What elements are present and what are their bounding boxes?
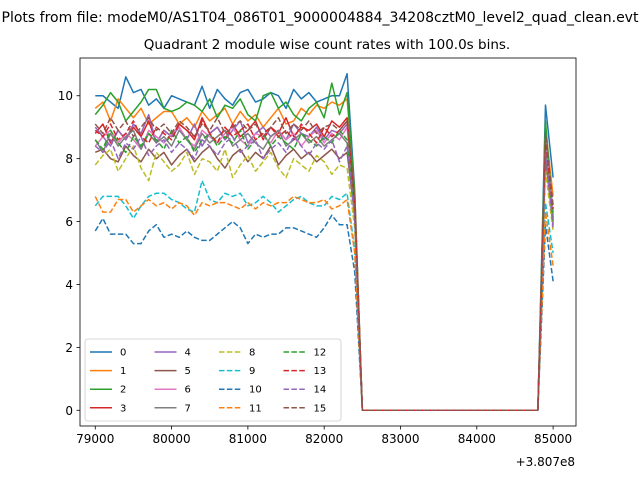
legend-label-1: 1 bbox=[120, 366, 126, 377]
legend-label-10: 10 bbox=[249, 385, 262, 396]
x-tick-label: 81000 bbox=[229, 432, 267, 446]
x-tick-label: 85000 bbox=[534, 432, 572, 446]
series-line-13 bbox=[94, 120, 554, 412]
legend-label-3: 3 bbox=[120, 403, 126, 414]
y-tick-label: 6 bbox=[65, 215, 73, 229]
x-tick-label: 79000 bbox=[76, 432, 114, 446]
chart-title: Quadrant 2 module wise count rates with … bbox=[144, 37, 510, 53]
legend-label-13: 13 bbox=[314, 366, 327, 377]
y-axis: 0 2 4 6 8 10 bbox=[58, 89, 80, 418]
legend-label-11: 11 bbox=[249, 403, 262, 414]
legend-label-4: 4 bbox=[185, 348, 191, 359]
x-tick-label: 82000 bbox=[305, 432, 343, 446]
legend-label-9: 9 bbox=[249, 366, 255, 377]
x-tick-label: 80000 bbox=[152, 432, 190, 446]
plot-area-border bbox=[79, 57, 577, 427]
y-tick-label: 8 bbox=[65, 152, 73, 166]
legend-label-6: 6 bbox=[185, 385, 191, 396]
legend-label-15: 15 bbox=[314, 403, 327, 414]
legend-label-8: 8 bbox=[249, 348, 255, 359]
x-tick-label: 84000 bbox=[458, 432, 496, 446]
y-tick-label: 2 bbox=[65, 341, 73, 355]
axes-frame bbox=[79, 57, 577, 427]
legend-box bbox=[84, 338, 342, 422]
figure-suptitle: Plots from file: modeM0/AS1T04_086T01_90… bbox=[2, 10, 639, 26]
y-tick-label: 0 bbox=[65, 404, 73, 418]
x-axis: 79000 80000 81000 82000 83000 84000 85000 bbox=[76, 426, 572, 446]
legend-label-12: 12 bbox=[314, 348, 327, 359]
y-tick-label: 10 bbox=[58, 89, 73, 103]
legend-label-5: 5 bbox=[185, 366, 191, 377]
series-line-9 bbox=[94, 179, 554, 412]
x-tick-label: 83000 bbox=[381, 432, 419, 446]
x-offset-label: +3.807e8 bbox=[516, 455, 575, 469]
legend-label-2: 2 bbox=[120, 385, 126, 396]
y-tick-label: 4 bbox=[65, 278, 73, 292]
legend-label-0: 0 bbox=[120, 348, 126, 359]
legend-label-7: 7 bbox=[185, 403, 191, 414]
series-line-15 bbox=[94, 117, 554, 412]
series-line-14 bbox=[94, 135, 554, 412]
legend-label-14: 14 bbox=[314, 385, 327, 396]
plot-lines bbox=[94, 72, 554, 412]
